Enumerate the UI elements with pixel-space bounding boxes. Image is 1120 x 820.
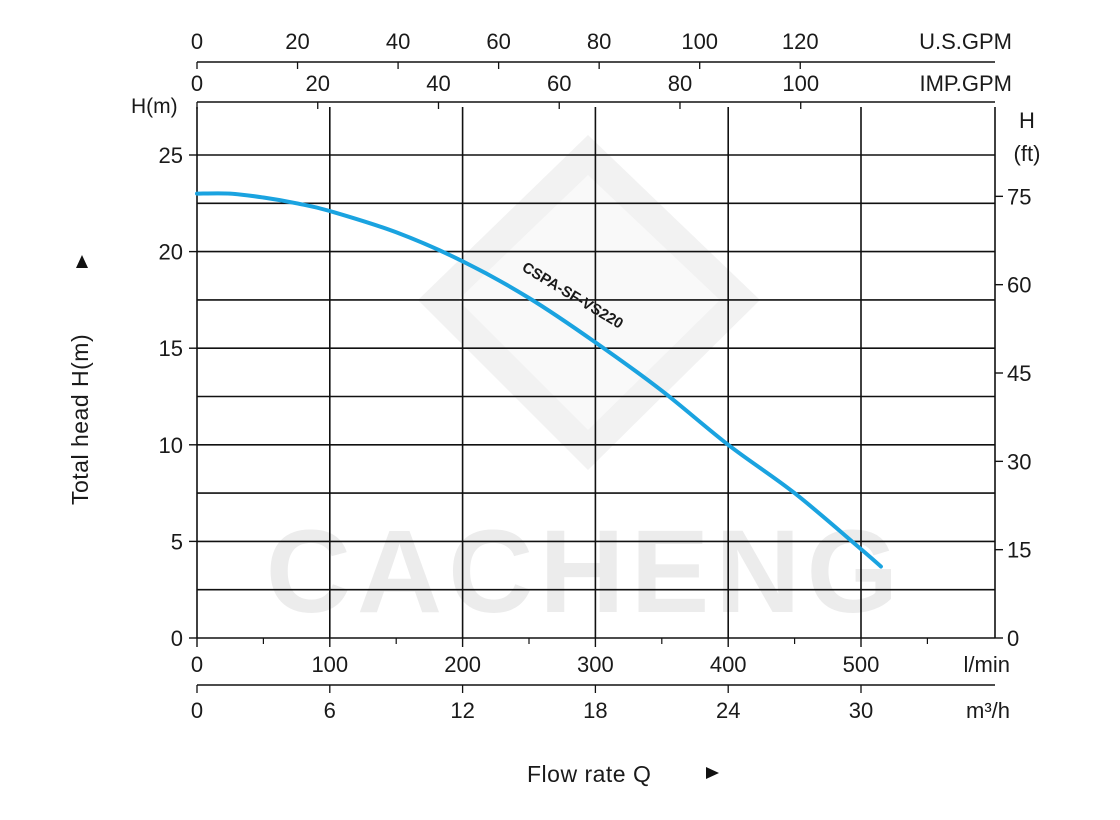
- watermark-logo-inner-icon: [458, 175, 720, 430]
- x-tick-label: 300: [577, 652, 614, 677]
- m3h-tick-label: 12: [450, 698, 474, 723]
- secondary-x-tick-label: 20: [285, 29, 309, 54]
- x-tick-label: 0: [191, 652, 203, 677]
- series-line-cspa-sf-vs220: [195, 191, 883, 569]
- y-tick-label: 20: [159, 240, 183, 265]
- x-unit-label: l/min: [964, 652, 1010, 677]
- secondary-x-tick-label: 120: [782, 29, 819, 54]
- x-axis-arrow-icon: [706, 767, 719, 779]
- y-tick-label: 5: [171, 529, 183, 554]
- m3h-tick-label: 6: [324, 698, 336, 723]
- m3h-tick-label: 24: [716, 698, 740, 723]
- m3h-tick-label: 0: [191, 698, 203, 723]
- y2-tick-label: 45: [1007, 361, 1031, 386]
- secondary-x-tick-label: 60: [547, 71, 571, 96]
- y-unit-label: H(m): [131, 95, 178, 118]
- x-tick-label: 100: [311, 652, 348, 677]
- y2-tick-label: 60: [1007, 273, 1031, 298]
- y2-tick-label: 0: [1007, 626, 1019, 651]
- x-tick-label: 400: [710, 652, 747, 677]
- secondary-x-unit-label: IMP.GPM: [919, 71, 1012, 96]
- watermark: CACHENG: [266, 135, 905, 638]
- secondary-x-tick-label: 80: [587, 29, 611, 54]
- secondary-x-tick-label: 0: [191, 71, 203, 96]
- secondary-x-tick-label: 80: [668, 71, 692, 96]
- y2-unit-label: (ft): [1014, 141, 1041, 166]
- secondary-x-tick-label: 20: [306, 71, 330, 96]
- x-tick-label: 200: [444, 652, 481, 677]
- secondary-x-tick-label: 60: [486, 29, 510, 54]
- secondary-x-tick-label: 100: [681, 29, 718, 54]
- secondary-x-tick-label: 100: [782, 71, 819, 96]
- y-tick-label: 0: [171, 626, 183, 651]
- y-tick-label: 15: [159, 336, 183, 361]
- m3h-tick-label: 30: [849, 698, 873, 723]
- secondary-x-tick-label: 40: [386, 29, 410, 54]
- y-axis-arrow-icon: [76, 255, 88, 268]
- x-tick-label: 500: [843, 652, 880, 677]
- secondary-x-tick-label: 0: [191, 29, 203, 54]
- y2-tick-label: 30: [1007, 449, 1031, 474]
- m3h-tick-label: 18: [583, 698, 607, 723]
- secondary-x-unit-label: U.S.GPM: [919, 29, 1012, 54]
- y2-tick-label: 15: [1007, 538, 1031, 563]
- m3h-unit-label: m³/h: [966, 698, 1010, 723]
- x-axis-title: Flow rate Q: [527, 761, 651, 787]
- y-tick-label: 25: [159, 143, 183, 168]
- secondary-x-tick-label: 40: [426, 71, 450, 96]
- axes: [189, 61, 1003, 693]
- watermark-text: CACHENG: [266, 506, 905, 638]
- y2-tick-label: 75: [1007, 184, 1031, 209]
- y-axis-title: Total head H(m): [67, 334, 93, 505]
- grid-lines: [197, 107, 995, 638]
- y2-unit-label: H: [1019, 108, 1035, 133]
- y-tick-label: 10: [159, 433, 183, 458]
